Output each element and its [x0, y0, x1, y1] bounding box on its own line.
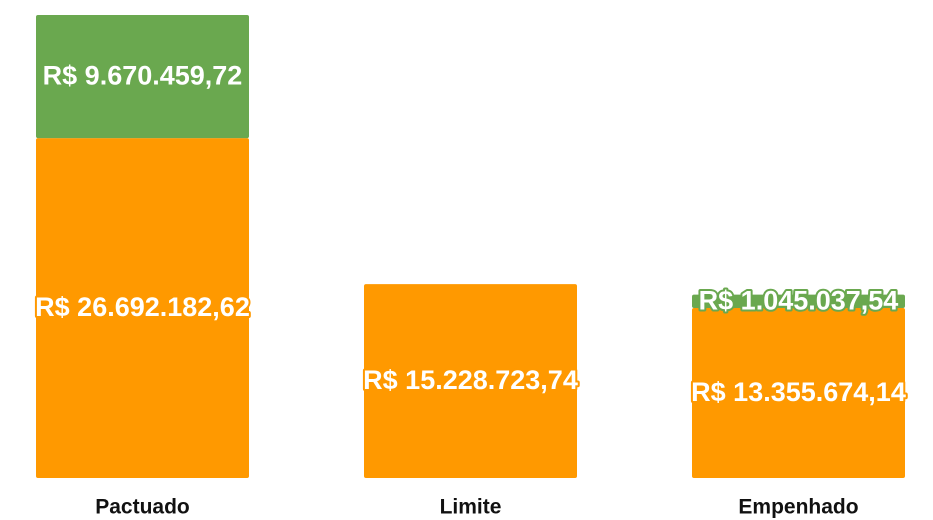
value-label: R$ 15.228.723,74 [363, 365, 578, 395]
bar-segment [36, 15, 249, 139]
x-tick-label: Pactuado [95, 496, 190, 519]
value-label: R$ 13.355.674,14 [691, 377, 906, 407]
bar-segment [692, 294, 905, 308]
bar-segment [692, 307, 905, 478]
value-label: R$ 1.045.037,54 [699, 285, 899, 315]
value-label: R$ 9.670.459,72 [43, 61, 243, 91]
x-tick-label: Empenhado [738, 496, 858, 519]
x-tick-label: Limite [440, 496, 502, 519]
bar-segment [36, 138, 249, 478]
bar-segment [364, 284, 577, 478]
value-label: R$ 26.692.182,62 [35, 292, 250, 322]
